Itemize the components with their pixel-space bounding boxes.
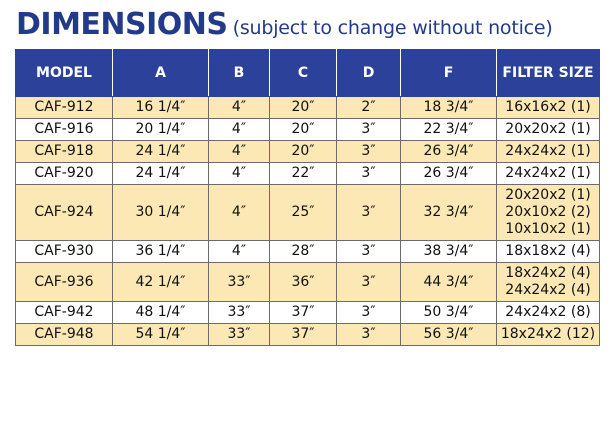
- cell-filter-size: 16x16x2 (1): [496, 96, 600, 119]
- table-row: CAF-924 30 1/4″ 4″ 25″ 3″ 32 3/4″ 20x20x…: [15, 184, 600, 241]
- cell-model: CAF-924: [15, 184, 113, 241]
- cell-a: 30 1/4″: [112, 184, 209, 241]
- table-row: CAF-942 48 1/4″ 33″ 37″ 3″ 50 3/4″ 24x24…: [15, 301, 600, 324]
- cell-b: 4″: [208, 162, 270, 185]
- filter-size-line: 18x24x2 (4): [505, 265, 591, 281]
- cell-model: CAF-918: [15, 140, 113, 163]
- filter-size-line: 24x24x2 (1): [505, 143, 591, 159]
- page-title: DIMENSIONS (subject to change without no…: [16, 2, 553, 48]
- cell-b: 4″: [208, 96, 270, 119]
- cell-b: 4″: [208, 118, 270, 141]
- filter-size-line: 20x20x2 (1): [505, 187, 591, 203]
- table-body: CAF-912 16 1/4″ 4″ 20″ 2″ 18 3/4″ 16x16x…: [15, 96, 600, 346]
- column-header-filter-size: FILTER SIZE: [496, 49, 600, 97]
- cell-c: 22″: [269, 162, 337, 185]
- cell-model: CAF-920: [15, 162, 113, 185]
- filter-size-line: 10x10x2 (1): [505, 221, 591, 237]
- cell-model: CAF-916: [15, 118, 113, 141]
- table-row: CAF-936 42 1/4″ 33″ 36″ 3″ 44 3/4″ 18x24…: [15, 262, 600, 302]
- cell-d: 3″: [336, 301, 401, 324]
- cell-d: 3″: [336, 184, 401, 241]
- cell-c: 25″: [269, 184, 337, 241]
- cell-filter-size: 18x24x2 (12): [496, 323, 600, 346]
- filter-size-line: 20x20x2 (1): [505, 121, 591, 137]
- cell-f: 38 3/4″: [400, 240, 497, 263]
- cell-a: 24 1/4″: [112, 140, 209, 163]
- cell-f: 18 3/4″: [400, 96, 497, 119]
- filter-size-line: 24x24x2 (4): [505, 282, 591, 298]
- cell-filter-size: 20x20x2 (1): [496, 118, 600, 141]
- cell-c: 36″: [269, 262, 337, 302]
- cell-filter-size: 18x18x2 (4): [496, 240, 600, 263]
- title-subtitle: (subject to change without notice): [232, 17, 553, 39]
- cell-a: 42 1/4″: [112, 262, 209, 302]
- cell-f: 32 3/4″: [400, 184, 497, 241]
- cell-d: 3″: [336, 118, 401, 141]
- cell-c: 20″: [269, 96, 337, 119]
- table-header-row: MODEL A B C D F FILTER SIZE: [15, 49, 600, 97]
- column-header-c: C: [269, 49, 337, 97]
- cell-c: 28″: [269, 240, 337, 263]
- dimensions-table: MODEL A B C D F FILTER SIZE CAF-912 16 1…: [15, 49, 600, 346]
- cell-filter-size: 18x24x2 (4) 24x24x2 (4): [496, 262, 600, 302]
- cell-model: CAF-948: [15, 323, 113, 346]
- cell-b: 33″: [208, 323, 270, 346]
- cell-model: CAF-930: [15, 240, 113, 263]
- cell-filter-size: 24x24x2 (1): [496, 140, 600, 163]
- cell-b: 4″: [208, 240, 270, 263]
- cell-c: 37″: [269, 323, 337, 346]
- cell-model: CAF-936: [15, 262, 113, 302]
- cell-d: 2″: [336, 96, 401, 119]
- title-main: DIMENSIONS: [16, 7, 228, 42]
- column-header-model: MODEL: [15, 49, 113, 97]
- cell-f: 44 3/4″: [400, 262, 497, 302]
- filter-size-line: 18x24x2 (12): [500, 326, 596, 342]
- cell-filter-size: 24x24x2 (1): [496, 162, 600, 185]
- cell-d: 3″: [336, 162, 401, 185]
- cell-c: 20″: [269, 140, 337, 163]
- table-row: CAF-930 36 1/4″ 4″ 28″ 3″ 38 3/4″ 18x18x…: [15, 240, 600, 263]
- cell-f: 22 3/4″: [400, 118, 497, 141]
- filter-size-line: 24x24x2 (1): [505, 165, 591, 181]
- cell-a: 54 1/4″: [112, 323, 209, 346]
- cell-b: 33″: [208, 262, 270, 302]
- cell-filter-size: 20x20x2 (1) 20x10x2 (2) 10x10x2 (1): [496, 184, 600, 241]
- cell-model: CAF-912: [15, 96, 113, 119]
- cell-d: 3″: [336, 323, 401, 346]
- cell-d: 3″: [336, 262, 401, 302]
- cell-c: 20″: [269, 118, 337, 141]
- cell-d: 3″: [336, 140, 401, 163]
- cell-filter-size: 24x24x2 (8): [496, 301, 600, 324]
- filter-size-line: 20x10x2 (2): [505, 204, 591, 220]
- column-header-f: F: [400, 49, 497, 97]
- table-row: CAF-916 20 1/4″ 4″ 20″ 3″ 22 3/4″ 20x20x…: [15, 118, 600, 141]
- cell-b: 4″: [208, 140, 270, 163]
- cell-d: 3″: [336, 240, 401, 263]
- table-row: CAF-912 16 1/4″ 4″ 20″ 2″ 18 3/4″ 16x16x…: [15, 96, 600, 119]
- cell-a: 20 1/4″: [112, 118, 209, 141]
- cell-f: 50 3/4″: [400, 301, 497, 324]
- column-header-d: D: [336, 49, 401, 97]
- cell-a: 48 1/4″: [112, 301, 209, 324]
- cell-b: 4″: [208, 184, 270, 241]
- cell-model: CAF-942: [15, 301, 113, 324]
- cell-f: 26 3/4″: [400, 140, 497, 163]
- cell-a: 16 1/4″: [112, 96, 209, 119]
- column-header-b: B: [208, 49, 270, 97]
- table-row: CAF-918 24 1/4″ 4″ 20″ 3″ 26 3/4″ 24x24x…: [15, 140, 600, 163]
- cell-c: 37″: [269, 301, 337, 324]
- cell-a: 36 1/4″: [112, 240, 209, 263]
- table-row: CAF-948 54 1/4″ 33″ 37″ 3″ 56 3/4″ 18x24…: [15, 323, 600, 346]
- filter-size-line: 24x24x2 (8): [505, 304, 591, 320]
- cell-b: 33″: [208, 301, 270, 324]
- cell-a: 24 1/4″: [112, 162, 209, 185]
- table-row: CAF-920 24 1/4″ 4″ 22″ 3″ 26 3/4″ 24x24x…: [15, 162, 600, 185]
- column-header-a: A: [112, 49, 209, 97]
- cell-f: 56 3/4″: [400, 323, 497, 346]
- cell-f: 26 3/4″: [400, 162, 497, 185]
- filter-size-line: 16x16x2 (1): [505, 99, 591, 115]
- filter-size-line: 18x18x2 (4): [505, 243, 591, 259]
